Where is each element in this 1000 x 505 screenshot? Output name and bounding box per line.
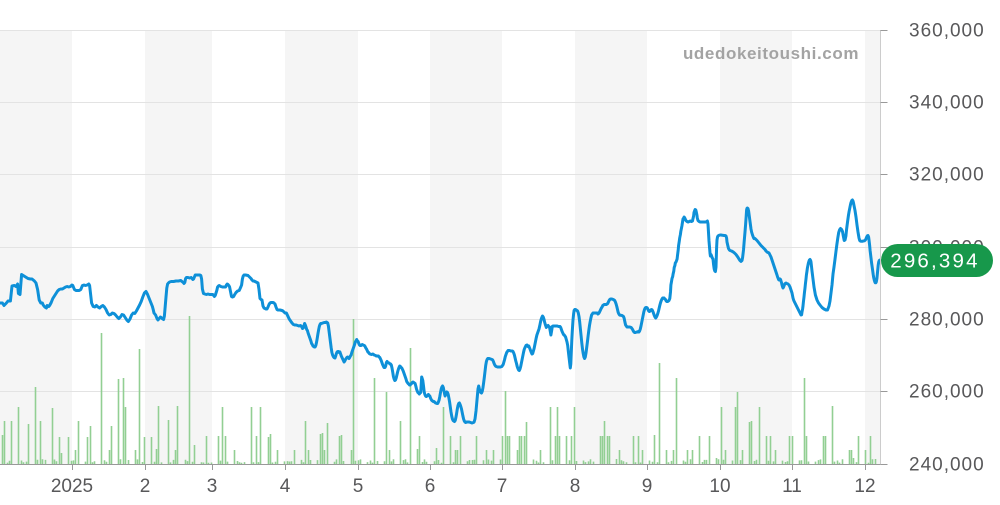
svg-text:2025: 2025: [51, 476, 93, 497]
svg-text:7: 7: [497, 476, 508, 497]
svg-text:udedokeitoushi.com: udedokeitoushi.com: [683, 44, 859, 63]
svg-text:6: 6: [425, 476, 436, 497]
svg-text:280,000: 280,000: [909, 310, 985, 331]
svg-text:11: 11: [782, 476, 802, 497]
svg-text:5: 5: [353, 476, 364, 497]
svg-text:320,000: 320,000: [909, 165, 985, 186]
svg-text:9: 9: [642, 476, 653, 497]
svg-text:296,394: 296,394: [890, 250, 980, 273]
svg-text:12: 12: [854, 476, 875, 497]
svg-text:260,000: 260,000: [909, 382, 985, 403]
svg-text:240,000: 240,000: [909, 455, 985, 476]
svg-text:340,000: 340,000: [909, 93, 985, 114]
svg-text:360,000: 360,000: [909, 21, 985, 42]
svg-text:10: 10: [709, 476, 730, 497]
svg-text:8: 8: [570, 476, 581, 497]
svg-text:3: 3: [207, 476, 218, 497]
svg-text:4: 4: [280, 476, 291, 497]
svg-text:2: 2: [140, 476, 151, 497]
